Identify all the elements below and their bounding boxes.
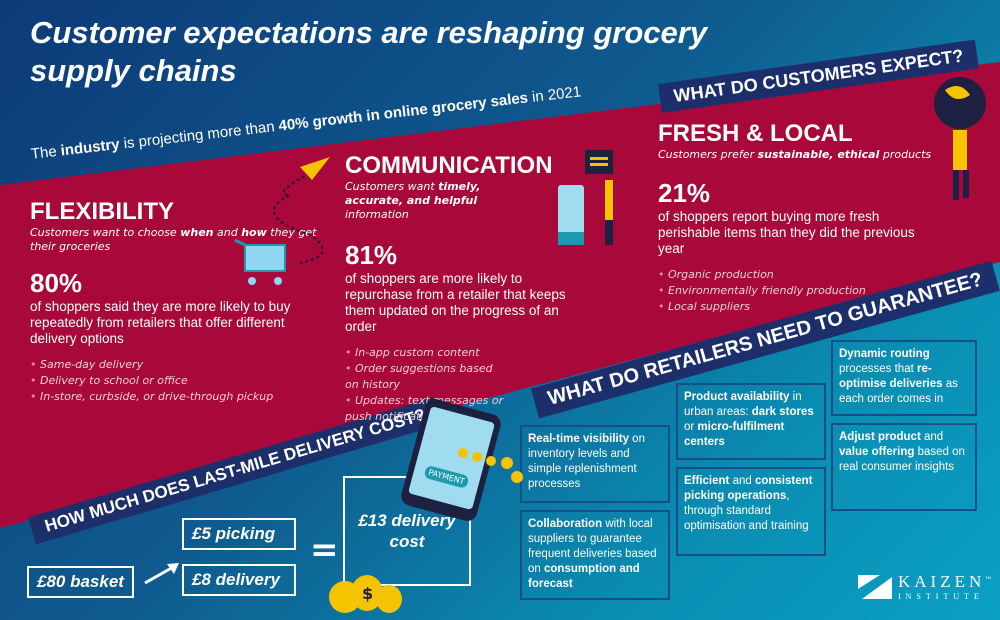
communication-desc: of shoppers are more likely to repurchas… (345, 271, 566, 334)
kaizen-logo: KAIZEN™ INSTITUTE (858, 572, 995, 601)
flexibility-percent: 80% (30, 268, 83, 298)
equals-sign: = (310, 530, 339, 570)
retailer-column: Real-time visibility on inventory levels… (520, 425, 670, 600)
t: how (241, 226, 267, 239)
t: Customers want to choose (30, 226, 181, 239)
t: when (180, 226, 214, 239)
t: and (213, 226, 242, 239)
retailer-box: Adjust product and value offering based … (831, 423, 977, 511)
t: in urban areas: (684, 391, 802, 418)
communication-percent: 81% (345, 240, 398, 270)
fresh-percent: 21% (658, 178, 711, 208)
svg-text:$: $ (362, 584, 373, 603)
globe-person-icon (934, 77, 986, 200)
t: Customers prefer (658, 148, 758, 161)
list-item: Delivery to school or office (30, 373, 330, 389)
list-item: Organic production (658, 267, 938, 283)
retailer-box: Real-time visibility on inventory levels… (520, 425, 670, 503)
fresh-section: FRESH & LOCAL Customers prefer sustainab… (658, 120, 938, 315)
list-item: In-app custom content (345, 345, 505, 361)
retailer-box: Dynamic routing processes that re-optimi… (831, 340, 977, 416)
communication-title: COMMUNICATION (345, 152, 553, 179)
page-title: Customer expectations are reshaping groc… (30, 15, 708, 88)
list-item: Same-day delivery (30, 357, 330, 373)
subtitle-bold: industry (59, 135, 121, 160)
phone-message-icon (558, 150, 613, 245)
t: re-optimise deliveries (839, 363, 943, 390)
t: and (920, 431, 944, 443)
t: products (879, 148, 932, 161)
fresh-title: FRESH & LOCAL (658, 120, 853, 147)
t: , through standard optimisation and trai… (684, 490, 809, 532)
t: consumption and forecast (528, 563, 640, 590)
t: on inventory levels and simple replenish… (528, 433, 645, 490)
t: Efficient (684, 475, 730, 487)
basket-cost: £80 basket (27, 566, 134, 598)
retailer-column: Product availability in urban areas: dar… (676, 383, 826, 556)
logo-mark-icon (858, 574, 892, 599)
t: consistent picking operations (684, 475, 813, 502)
picking-cost: £5 picking (182, 518, 296, 550)
t: or (684, 421, 698, 433)
communication-section: COMMUNICATION Customers want timely, acc… (345, 152, 595, 425)
retailer-box: Efficient and consistent picking operati… (676, 467, 826, 556)
cart-icon (234, 157, 330, 285)
logo-name: KAIZEN (898, 572, 986, 591)
t: sustainable, ethical (757, 148, 880, 161)
total-delivery-cost: £13 delivery cost (358, 511, 456, 551)
flexibility-tagline: Customers want to choose when and how th… (30, 226, 330, 254)
t: Dynamic routing (839, 348, 930, 360)
money-bags-icon: $ (329, 575, 402, 613)
retailer-box: Product availability in urban areas: dar… (676, 383, 826, 460)
communication-tagline: Customers want timely, accurate, and hel… (345, 180, 535, 222)
t: information (345, 208, 409, 221)
t: value offering (839, 446, 915, 458)
t: dark stores (751, 406, 814, 418)
fresh-desc: of shoppers report buying more fresh per… (658, 209, 915, 256)
t: timely, accurate, and helpful (345, 180, 481, 207)
t: Adjust product (839, 431, 921, 443)
flexibility-section: FLEXIBILITY Customers want to choose whe… (30, 198, 330, 405)
t: they get their groceries (30, 226, 317, 253)
delivery-cost: £8 delivery (182, 564, 296, 596)
retailer-column: Dynamic routing processes that re-optimi… (831, 340, 977, 511)
list-item: Local suppliers (658, 299, 938, 315)
t: based on real consumer insights (839, 446, 965, 473)
list-item: Order suggestions based on history (345, 361, 505, 393)
t: with local suppliers to guarantee freque… (528, 518, 657, 575)
flexibility-title: FLEXIBILITY (30, 198, 174, 225)
flexibility-desc: of shoppers said they are more likely to… (30, 299, 291, 346)
t: processes that (839, 363, 917, 375)
fresh-list: Organic production Environmentally frien… (658, 267, 938, 315)
t: Collaboration (528, 518, 603, 530)
logo-sub: INSTITUTE (898, 592, 984, 601)
logo-tm: ™ (985, 576, 996, 583)
t: and (729, 475, 755, 487)
retailer-box: Collaboration with local suppliers to gu… (520, 510, 670, 600)
list-item: In-store, curbside, or drive-through pic… (30, 389, 330, 405)
subtitle-text: is projecting more than (118, 117, 280, 153)
arrow-icon (144, 563, 179, 585)
list-item: Environmentally friendly production (658, 283, 938, 299)
t: micro-fulfilment centers (684, 421, 785, 448)
t: as each order comes in (839, 378, 958, 405)
fresh-tagline: Customers prefer sustainable, ethical pr… (658, 148, 938, 162)
flexibility-list: Same-day delivery Delivery to school or … (30, 357, 330, 405)
subtitle-text: The (30, 142, 62, 163)
t: Product availability (684, 391, 790, 403)
coins-icon (458, 448, 523, 483)
t: Customers want (345, 180, 439, 193)
t: Real-time visibility (528, 433, 629, 445)
